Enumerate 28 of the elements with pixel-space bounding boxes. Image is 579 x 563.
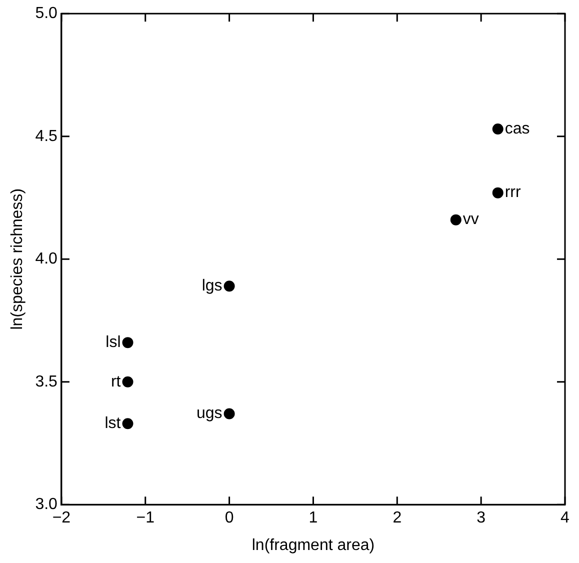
x-tick-label: 4 bbox=[560, 510, 570, 527]
annotation: cas bbox=[504, 120, 530, 138]
annotation: rt bbox=[110, 373, 122, 390]
point bbox=[122, 337, 134, 348]
x-tick-label: 3 bbox=[476, 510, 486, 527]
x-tick-label: 0 bbox=[224, 510, 234, 527]
annotation: lgs bbox=[202, 278, 222, 295]
x-tick-label: 2 bbox=[392, 510, 402, 527]
point bbox=[122, 418, 134, 430]
y-tick-label: 4.5 bbox=[35, 128, 58, 145]
y-axis-title: ln(species richness) bbox=[9, 188, 26, 330]
annotation: ugs bbox=[196, 405, 222, 422]
point bbox=[492, 123, 504, 134]
annotation: vv bbox=[462, 211, 479, 228]
y-tick-label: 4.0 bbox=[35, 250, 58, 268]
x-tick-label: −1 bbox=[136, 510, 155, 527]
y-tick-label: 3.5 bbox=[35, 373, 58, 390]
point bbox=[224, 280, 235, 292]
point bbox=[450, 214, 462, 226]
point bbox=[492, 187, 504, 198]
y-tick-label: 5.0 bbox=[35, 5, 58, 22]
point bbox=[122, 376, 134, 388]
x-tick-label: 1 bbox=[308, 510, 318, 527]
annotation: lst bbox=[104, 414, 122, 432]
x-axis-title: ln(fragment area) bbox=[252, 536, 375, 554]
annotation: rrr bbox=[504, 184, 522, 202]
point bbox=[224, 408, 235, 420]
annotation: lsl bbox=[106, 334, 121, 351]
